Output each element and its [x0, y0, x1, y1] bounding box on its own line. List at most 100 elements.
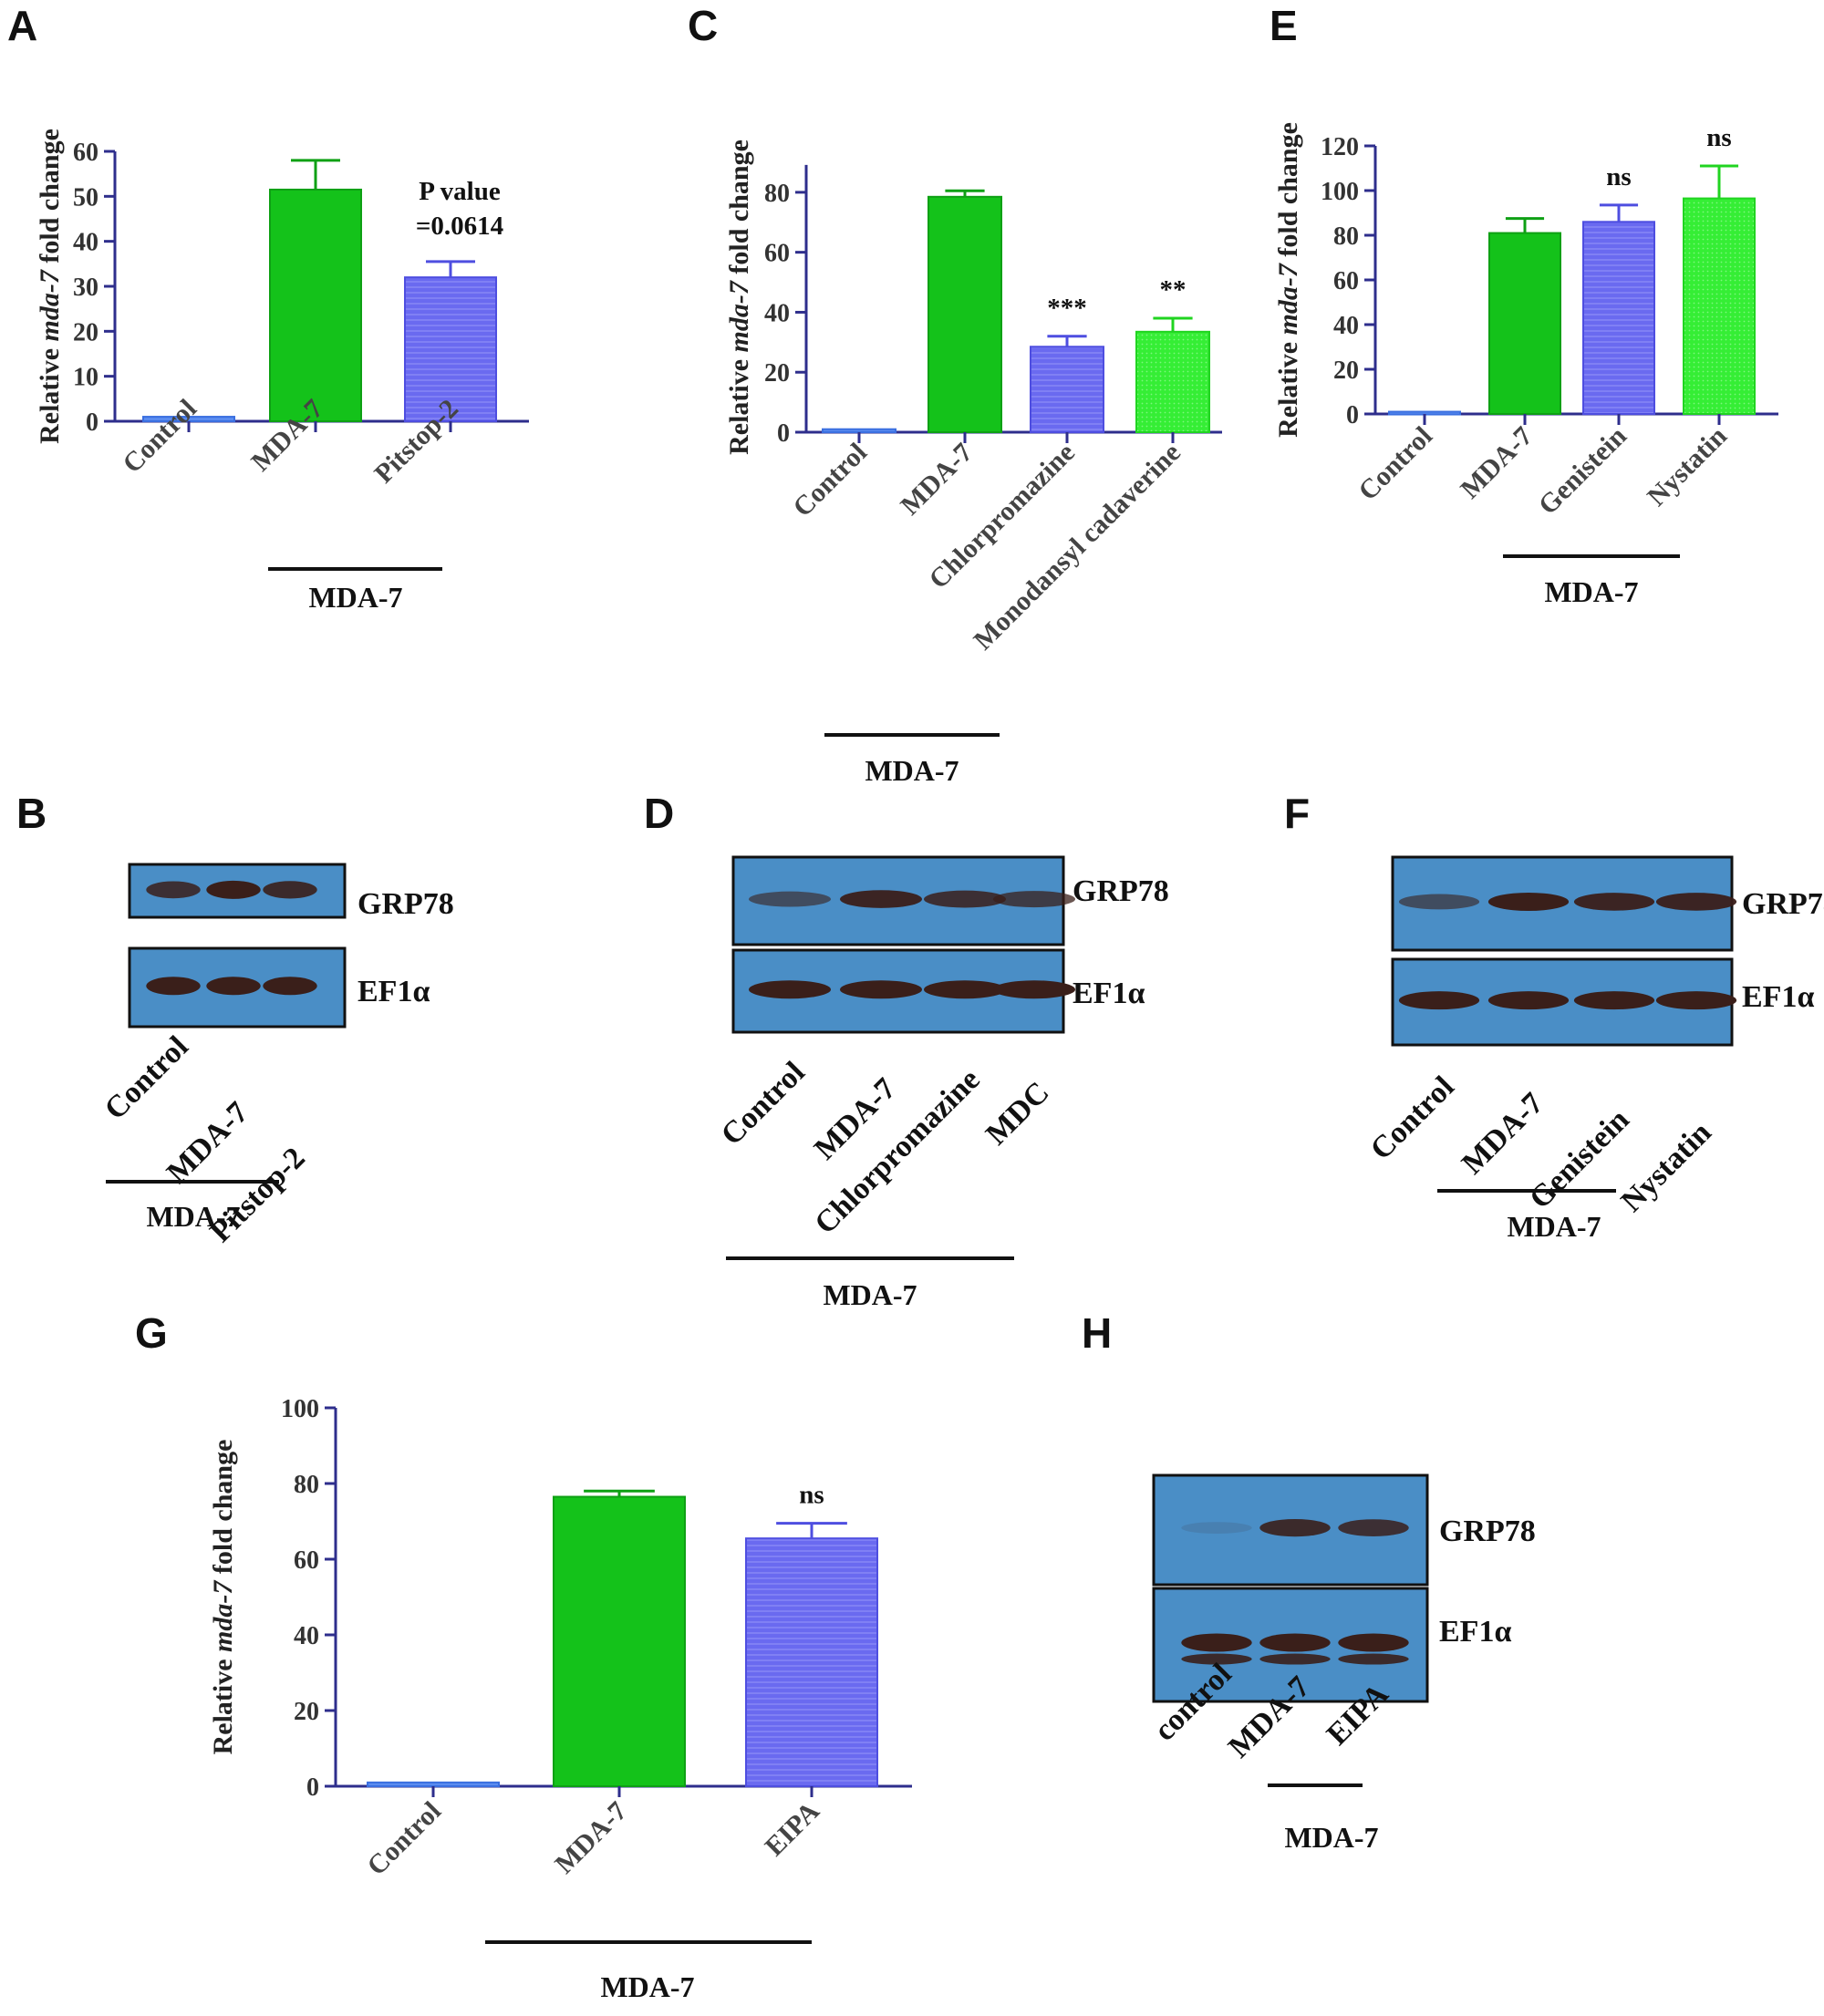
blot-band-grp78-lane-3 [1573, 893, 1655, 911]
blot-band-grp78-lane-2 [1259, 1519, 1331, 1537]
x-tick-label-mda-7: MDA-7 [895, 438, 979, 522]
bar-mda-7 [269, 188, 362, 422]
group-label-e: MDA-7 [1544, 575, 1638, 608]
y-tick-label: 80 [1333, 222, 1359, 251]
blot-band-ef1-lane-1 [146, 977, 201, 996]
blot-band-label-ef1: EF1α [1742, 980, 1814, 1014]
blot-band-grp78-lane-2 [206, 880, 261, 899]
y-tick-label: 60 [73, 139, 98, 167]
bar-mda-7 [1488, 232, 1561, 415]
y-axis-label-gene: mda-7 [35, 269, 65, 341]
blot-band-ef1-lane-3 [1573, 991, 1655, 1010]
y-tick-label: 20 [1333, 357, 1359, 385]
y-tick-label: 30 [73, 274, 98, 302]
blot-group-label-f: MDA-7 [1507, 1210, 1601, 1243]
y-tick-label: 10 [73, 364, 98, 392]
panel-letter-h: H [1082, 1309, 1112, 1357]
blot-band-ef1a-lower-lane-1 [1181, 1653, 1252, 1665]
bar-eipa [745, 1537, 878, 1788]
y-axis-label-prefix: Relative [35, 341, 65, 443]
y-tick-label: 40 [1333, 312, 1359, 340]
y-axis-label-suffix: fold change [35, 129, 65, 270]
blot-band-label-ef1: EF1α [1439, 1615, 1511, 1649]
x-tick-label-control: Control [361, 1796, 447, 1882]
blot-lane-label-mda-7: MDA-7 [161, 1095, 255, 1190]
significance-annotation: =0.0614 [416, 212, 503, 241]
y-axis-label-suffix: fold change [1273, 122, 1303, 264]
y-tick-label: 100 [281, 1395, 319, 1423]
y-tick-label: 0 [306, 1773, 319, 1802]
y-tick-label: 0 [1346, 401, 1359, 429]
y-tick-label: 20 [764, 359, 790, 388]
blot-band-grp78-lane-2 [840, 890, 922, 908]
group-label-a: MDA-7 [308, 581, 402, 614]
bar-chlorpromazine [1030, 346, 1104, 433]
y-axis-label-gene: mda-7 [208, 1580, 238, 1652]
y-tick-label: 60 [1333, 267, 1359, 295]
blot-band-ef1-lane-4 [1655, 991, 1737, 1010]
x-tick-label-control: Control [117, 394, 202, 480]
y-tick-label: 100 [1321, 178, 1359, 206]
significance-annotation: P value [419, 177, 501, 206]
panel-letter-e: E [1270, 2, 1298, 49]
bar-mda-7 [553, 1495, 686, 1788]
blot-band-ef1-lane-2 [206, 977, 261, 996]
bar-nystatin [1683, 197, 1756, 415]
blot-band-grp78-lane-3 [263, 881, 317, 899]
y-tick-label: 80 [294, 1471, 319, 1499]
y-tick-label: 80 [764, 180, 790, 208]
blot-band-ef1-lane-2 [1487, 991, 1570, 1010]
x-tick-label-eipa: EIPA [760, 1795, 826, 1862]
y-tick-label: 40 [73, 229, 98, 257]
bar-genistein [1582, 221, 1655, 415]
blot-band-ef1-lane-2 [840, 980, 922, 999]
blot-band-label-ef1: EF1α [1073, 977, 1145, 1010]
bar-control [822, 428, 896, 434]
bar-monodansyl-cadaverine [1135, 330, 1210, 434]
panel-letter-g: G [135, 1309, 168, 1357]
blot-band-grp78-lane-3 [1338, 1519, 1409, 1536]
panel-letter-c: C [688, 2, 718, 49]
blot-band-ef1a-lower-lane-3 [1338, 1653, 1409, 1665]
blot-band-label-grp78: GRP78 [1742, 887, 1824, 921]
blot-group-label-d: MDA-7 [823, 1278, 917, 1311]
y-axis-label-suffix: fold change [724, 140, 754, 281]
blot-band-ef1-lane-3 [924, 980, 1006, 999]
blot-band-ef1-lane-3 [263, 977, 317, 996]
y-axis-label-a: Relative mda-7 fold change [35, 129, 65, 444]
blot-band-grp78-lane-1 [1398, 894, 1480, 910]
y-axis-label-prefix: Relative [1273, 335, 1303, 437]
blot-lane-label-mda-7: MDA-7 [1456, 1086, 1550, 1181]
y-tick-label: 20 [73, 318, 98, 346]
group-label-g: MDA-7 [600, 1970, 694, 2003]
y-tick-label: 60 [294, 1546, 319, 1575]
panel-letter-a: A [7, 2, 37, 49]
y-axis-label-suffix: fold change [208, 1440, 238, 1581]
bar-mda-7 [928, 195, 1002, 433]
blot-band-label-grp78: GRP78 [358, 887, 454, 921]
y-tick-label: 50 [73, 183, 98, 212]
significance-annotation: ns [1606, 162, 1631, 191]
significance-annotation: ns [799, 1481, 824, 1510]
x-tick-label-nystatin: Nystatin [1642, 420, 1733, 512]
y-axis-label-c: Relative mda-7 fold change [724, 140, 754, 455]
x-tick-label-genistein: Genistein [1533, 420, 1633, 521]
x-tick-label-mda-7: MDA-7 [549, 1796, 633, 1880]
y-axis-label-gene: mda-7 [724, 280, 754, 352]
y-axis-label-gene: mda-7 [1273, 263, 1303, 335]
blot-band-ef1-lane-1 [749, 980, 831, 999]
blot-band-grp78-lane-3 [924, 890, 1006, 908]
y-tick-label: 20 [294, 1698, 319, 1726]
x-tick-label-control: Control [1352, 421, 1438, 507]
blot-band-label-grp78: GRP78 [1439, 1515, 1536, 1548]
bar-pitstop-2 [404, 276, 497, 422]
y-tick-label: 120 [1321, 133, 1359, 161]
y-axis-label-g: Relative mda-7 fold change [208, 1440, 238, 1755]
blot-band-grp78-lane-4 [1655, 893, 1737, 911]
significance-annotation: ns [1706, 123, 1731, 152]
blot-band-grp78-lane-1 [749, 891, 831, 907]
blot-group-label-b: MDA-7 [146, 1200, 240, 1233]
blot-lane-label-control: Control [1364, 1070, 1461, 1166]
